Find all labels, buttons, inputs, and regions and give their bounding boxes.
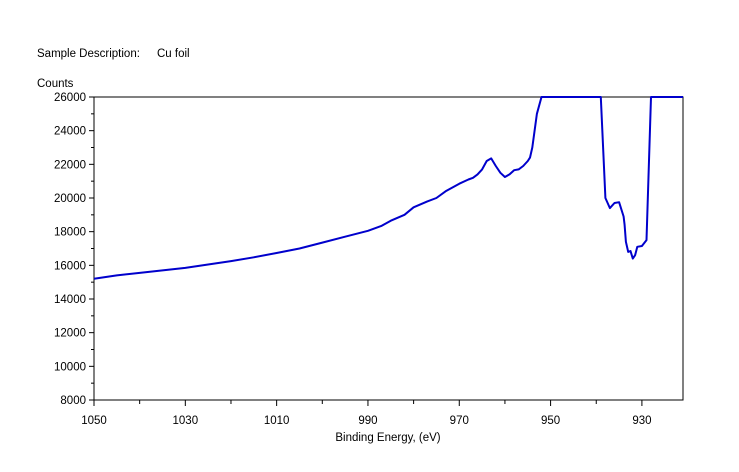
sample-description-value: Cu foil [157, 48, 190, 60]
y-tick-label: 24000 [54, 126, 86, 138]
y-axis-ticks: 8000 10000 12000 14000 16000 18000 20000 22000 2… [54, 92, 94, 407]
x-tick-label: 950 [541, 415, 560, 427]
y-tick-label: 10000 [54, 361, 86, 373]
y-tick-label: 14000 [54, 294, 86, 306]
y-tick-label: 20000 [54, 193, 86, 205]
x-tick-label: 930 [632, 415, 651, 427]
plot-frame [93, 96, 684, 401]
x-axis-ticks: 1050 1030 1010 990 970 950 930 [81, 400, 652, 427]
y-axis-label: Counts [37, 78, 74, 90]
y-tick-label: 26000 [54, 92, 86, 104]
sample-description-label: Sample Description: [37, 48, 140, 60]
spectrum-line [93, 96, 683, 280]
x-tick-label: 970 [450, 415, 469, 427]
x-tick-label: 990 [358, 415, 377, 427]
y-tick-label: 12000 [54, 328, 86, 340]
y-tick-label: 8000 [60, 395, 86, 407]
x-tick-label: 1010 [264, 415, 290, 427]
x-axis-minor-ticks [139, 400, 597, 404]
y-tick-label: 16000 [54, 260, 86, 272]
y-tick-label: 22000 [54, 159, 86, 171]
y-axis-minor-ticks [91, 113, 94, 384]
x-tick-label: 1050 [81, 415, 107, 427]
x-tick-label: 1030 [173, 415, 199, 427]
x-axis-label: Binding Energy, (eV) [335, 432, 440, 444]
y-tick-label: 18000 [54, 227, 86, 239]
